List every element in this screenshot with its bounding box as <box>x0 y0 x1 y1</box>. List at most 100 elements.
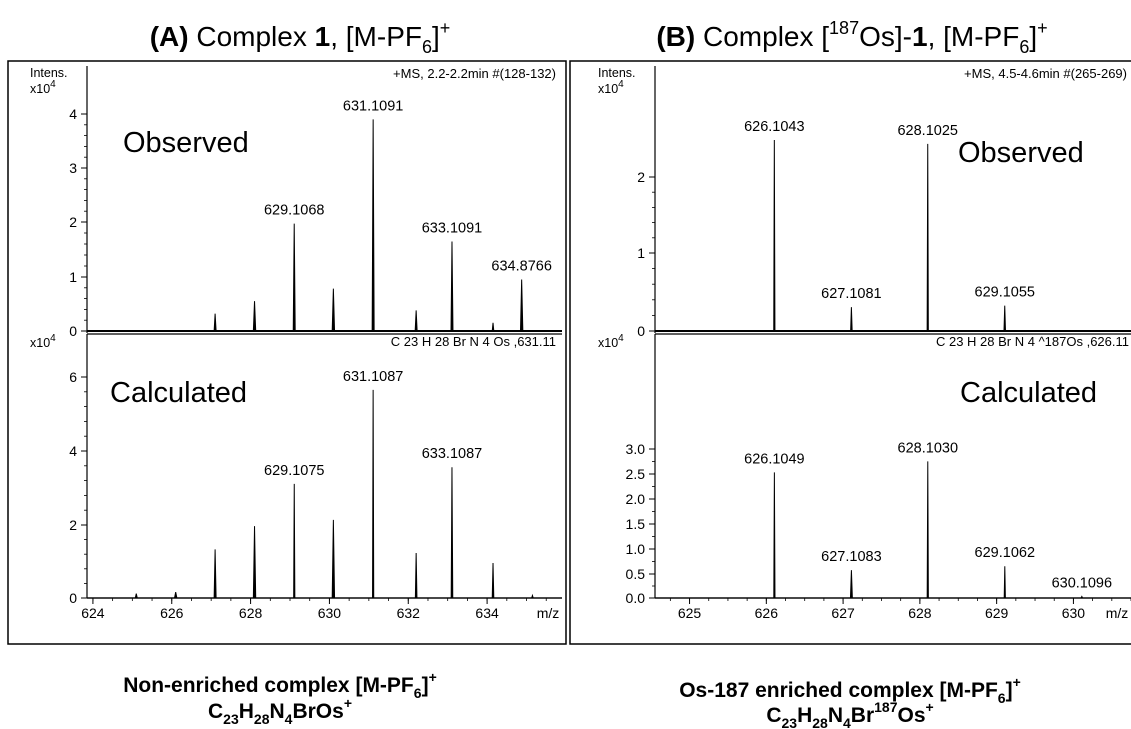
x-tick-label: 630 <box>318 605 342 621</box>
y-tick-label: 3 <box>69 160 77 176</box>
y-tick-label: 2 <box>69 214 77 230</box>
x-tick-label: 625 <box>678 605 702 621</box>
y-tick-label: 0 <box>637 323 645 339</box>
spectrum-peak <box>292 223 296 332</box>
x-tick-label: 626 <box>755 605 779 621</box>
y-tick-label: 4 <box>69 106 77 122</box>
spectrum-peak <box>1003 566 1006 599</box>
x-axis-label: m/z <box>537 605 560 621</box>
spectrum-peak <box>850 307 853 332</box>
x-tick-label: 628 <box>239 605 263 621</box>
spectrum-peak <box>371 119 375 332</box>
peak-label: 626.1049 <box>744 451 804 467</box>
y-scale-label: x104 <box>30 79 56 96</box>
peak-label: 628.1030 <box>898 440 958 456</box>
x-tick-label: 628 <box>908 605 932 621</box>
spectrum-header: +MS, 2.2-2.2min #(128-132) <box>393 66 556 81</box>
spectrum-peak <box>134 593 138 599</box>
chart-a-observed: 0 1 2 3 4 Intens.x104 +MS, 2.2-2.2min #(128-13… <box>30 66 562 339</box>
chart-b-observed: 0 1 2 Intens.x104 +MS, 4.5-4.6min #(265-269)… <box>598 66 1131 339</box>
y-tick-label: 2.0 <box>626 491 646 507</box>
chart-b-calculated: 0.0 0.5 1.0 1.5 2.0 2.5 3.0 x104 C 23 H 28 Br N … <box>598 333 1131 621</box>
y-tick-label: 3.0 <box>626 441 646 457</box>
spectrum-peak <box>450 467 454 599</box>
panel-b-frame <box>569 60 1131 645</box>
caption-a-line2: C23H28N4BrOs+ <box>208 695 352 727</box>
peak-label: 629.1062 <box>975 545 1035 561</box>
peak-label: 627.1081 <box>821 286 881 302</box>
spectrum-peak <box>331 519 336 599</box>
y-tick-label: 0 <box>69 590 77 606</box>
x-tick-label: 629 <box>985 605 1009 621</box>
spectrum-peak <box>450 241 454 332</box>
panel-a-frame <box>7 60 567 645</box>
y-tick-label: 4 <box>69 443 77 459</box>
peak-label: 627.1083 <box>821 549 881 565</box>
x-tick-label: 630 <box>1062 605 1086 621</box>
spectrum-peak <box>372 389 375 599</box>
spectrum-peak <box>926 143 929 332</box>
spectrum-peak <box>773 140 776 332</box>
caption-b-line1: Os-187 enriched complex [M-PF6]+ <box>679 674 1021 706</box>
x-axis-label: m/z <box>1106 605 1129 621</box>
y-scale-label: x104 <box>30 333 56 350</box>
peak-label: 631.1091 <box>343 98 403 114</box>
spectrum-peak <box>849 570 853 599</box>
y-scale-label: x104 <box>598 333 624 350</box>
y-tick-label: 1.5 <box>626 516 646 532</box>
y-tick-label: 2.5 <box>626 466 646 482</box>
section-label: Calculated <box>960 377 1097 409</box>
intensity-label: Intens. <box>598 66 636 80</box>
peak-label: 633.1087 <box>422 446 482 462</box>
spectrum-peak <box>252 301 257 332</box>
y-tick-label: 0.0 <box>626 590 646 606</box>
y-tick-label: 1 <box>637 245 645 261</box>
peak-label: 634.8766 <box>491 258 551 274</box>
peak-label: 628.1025 <box>897 123 957 139</box>
section-label: Observed <box>958 137 1084 169</box>
spectrum-peak <box>293 483 296 599</box>
peak-label: 629.1068 <box>264 203 324 219</box>
spectrum-peak <box>252 526 257 599</box>
spectrum-peak <box>213 313 217 332</box>
panel-a-title: (A) Complex 1, [M-PF6]+ <box>150 18 451 57</box>
y-tick-label: 2 <box>69 517 77 533</box>
x-tick-label: 627 <box>831 605 855 621</box>
spectrum-peak <box>414 310 418 332</box>
caption-b-line2: C23H28N4Br187Os+ <box>766 699 933 729</box>
spectrum-peak <box>773 472 776 599</box>
y-tick-label: 6 <box>69 369 77 385</box>
spectrum-header: +MS, 4.5-4.6min #(265-269) <box>964 66 1127 81</box>
y-tick-label: 1 <box>69 269 77 285</box>
peak-label: 630.1096 <box>1052 576 1112 592</box>
x-tick-label: 626 <box>160 605 184 621</box>
y-tick-label: 1.0 <box>626 541 646 557</box>
intensity-label: Intens. <box>30 66 68 80</box>
peak-label: 629.1055 <box>975 285 1035 301</box>
spectrum-peak <box>173 592 178 599</box>
y-tick-label: 2 <box>637 169 645 185</box>
spectrum-peak <box>213 549 217 599</box>
spectrum-header: C 23 H 28 Br N 4 ^187Os ,626.11 <box>936 334 1129 349</box>
caption-a-line1: Non-enriched complex [M-PF6]+ <box>123 669 437 701</box>
x-tick-label: 634 <box>475 605 499 621</box>
chart-a-calculated: 0 2 4 6 x104 C 23 H 28 Br N 4 Os ,631.11 629.1… <box>30 333 562 621</box>
x-tick-label: 632 <box>397 605 421 621</box>
y-tick-label: 0 <box>69 323 77 339</box>
spectrum-header: C 23 H 28 Br N 4 Os ,631.11 <box>391 334 556 349</box>
section-label: Observed <box>123 127 249 159</box>
panel-b-title: (B) Complex [187Os]-1, [M-PF6]+ <box>656 18 1047 57</box>
y-scale-label: x104 <box>598 79 624 96</box>
section-label: Calculated <box>110 377 247 409</box>
peak-label: 626.1043 <box>744 119 804 135</box>
peak-label: 631.1087 <box>343 369 403 385</box>
spectrum-peak <box>519 279 524 332</box>
spectrum-peak <box>491 322 495 332</box>
x-tick-label: 624 <box>81 605 105 621</box>
spectrum-peak <box>926 461 929 599</box>
y-tick-label: 0.5 <box>626 566 646 582</box>
peak-label: 633.1091 <box>422 220 482 236</box>
spectrum-peak <box>414 553 418 599</box>
spectrum-peak <box>1003 305 1007 332</box>
